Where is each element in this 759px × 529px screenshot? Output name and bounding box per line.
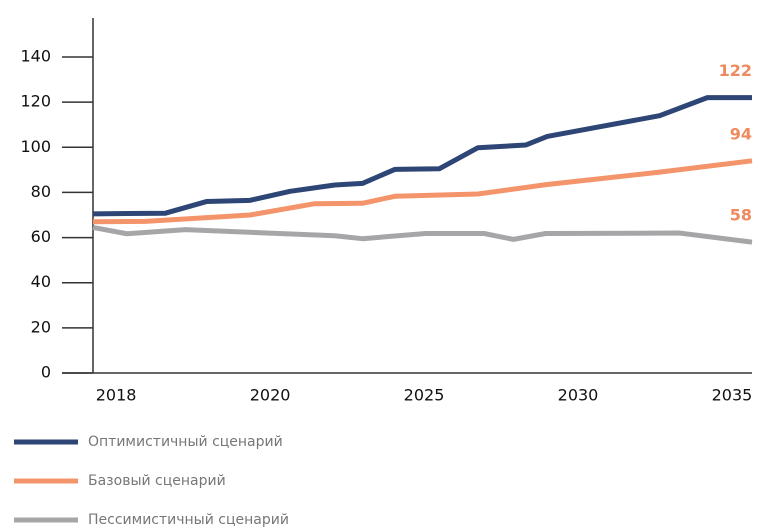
- y-tick-label: 0: [41, 363, 51, 382]
- series-line: [92, 95, 752, 217]
- x-tick-label: 2025: [404, 386, 445, 405]
- y-tick-label: 40: [31, 272, 51, 291]
- legend-label: Оптимистичный сценарий: [88, 434, 283, 450]
- y-tick-label: 120: [20, 92, 51, 111]
- x-tick-label: 2035: [712, 386, 753, 405]
- y-tick-label: 100: [20, 137, 51, 156]
- legend-label: Базовый сценарий: [88, 473, 226, 489]
- value-label: 122: [719, 61, 752, 80]
- value-label: 58: [730, 206, 752, 225]
- y-tick-label: 20: [31, 317, 51, 336]
- legend-label: Пессимистичный сценарий: [88, 512, 289, 528]
- y-tick-label: 140: [20, 47, 51, 66]
- x-tick-label: 2020: [250, 386, 291, 405]
- y-tick-label: 60: [31, 227, 51, 246]
- series-line: [92, 224, 753, 245]
- x-tick-label: 2018: [96, 386, 137, 405]
- value-label: 94: [730, 124, 752, 143]
- series-line: [92, 158, 753, 225]
- y-tick-label: 80: [31, 182, 51, 201]
- x-tick-label: 2030: [558, 386, 599, 405]
